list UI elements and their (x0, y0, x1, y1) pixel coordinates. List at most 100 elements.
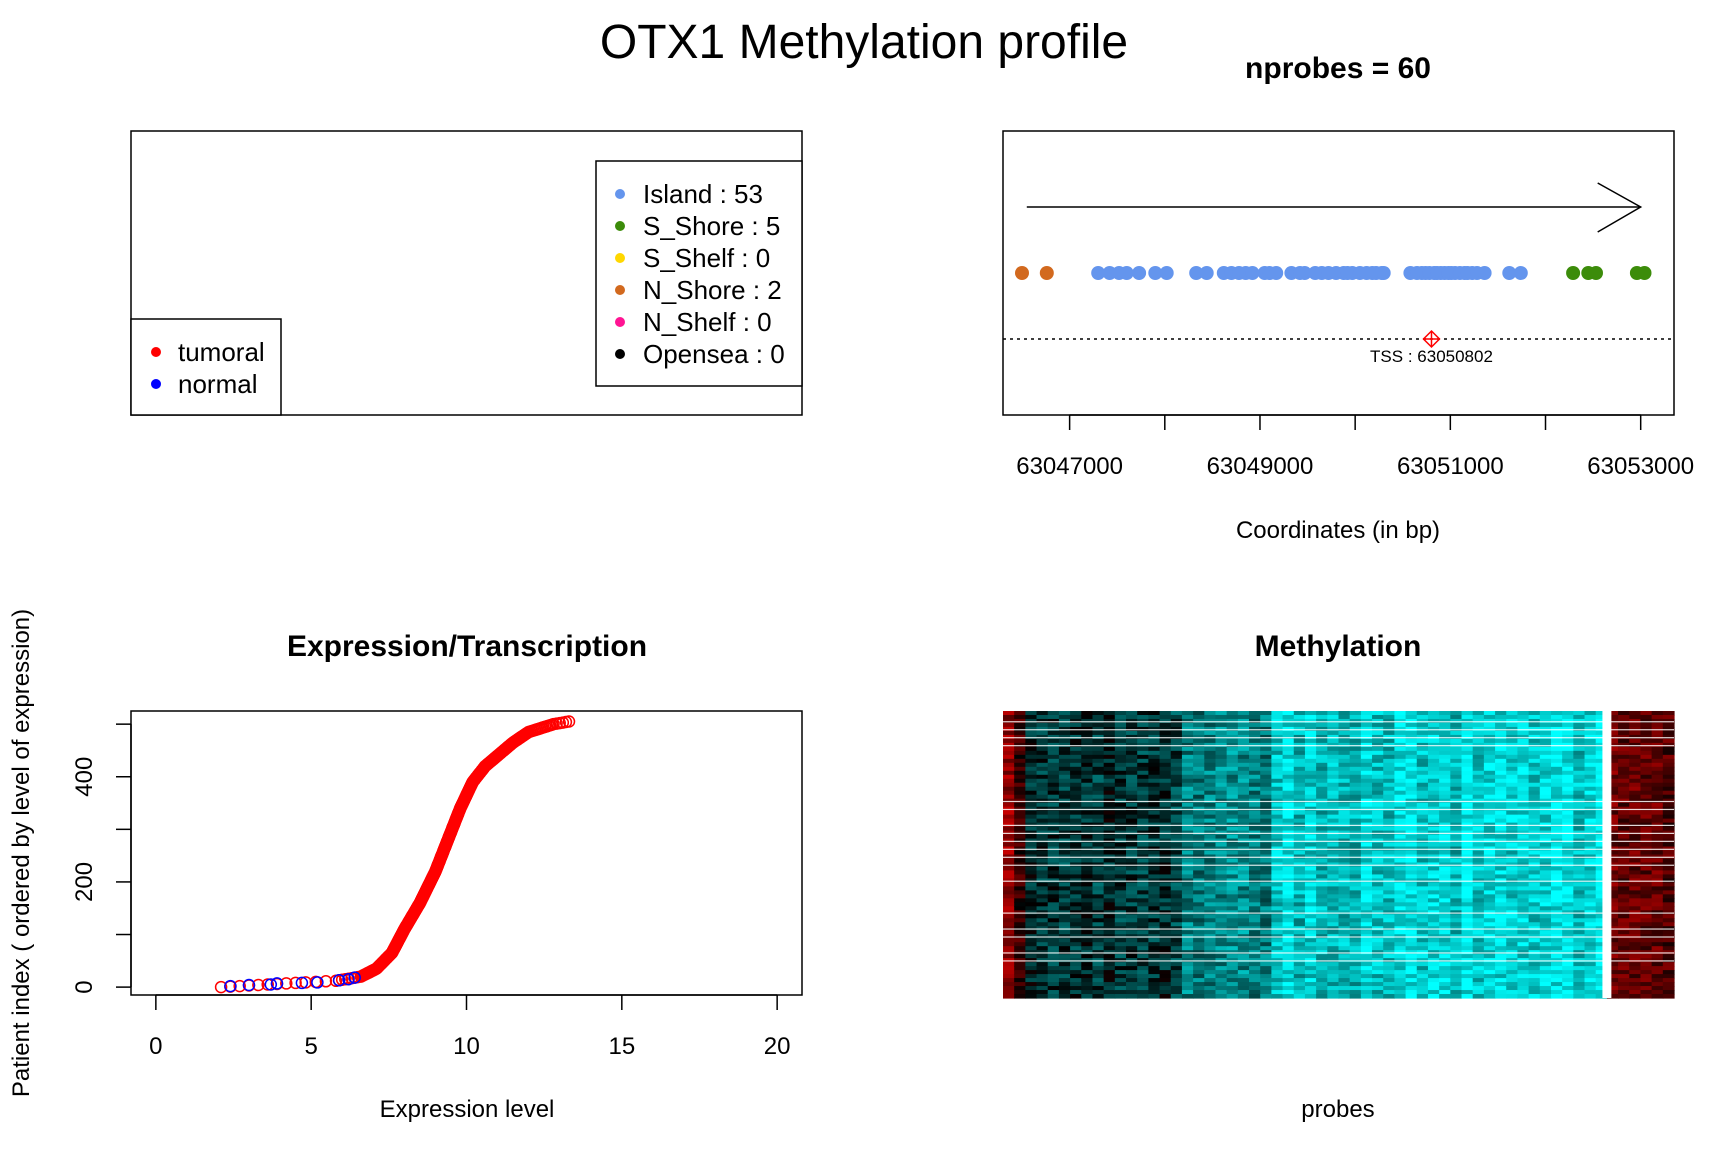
heatmap-cell-p29-r32 (1316, 834, 1328, 840)
heatmap-cell-p47-r66 (1517, 970, 1530, 975)
heatmap-cell-p47-r26 (1517, 810, 1530, 816)
heatmap-cell-p16-r45 (1170, 886, 1183, 891)
heatmap-cell-p37-r16 (1405, 770, 1418, 776)
heatmap-cell-p37-r48 (1405, 898, 1418, 903)
heatmap-cell-p50-r40 (1550, 866, 1563, 872)
heatmap-cell-p22-r66 (1237, 970, 1250, 975)
heatmap-cell-p43-r45 (1472, 886, 1485, 891)
heatmap-cell-p25-r15 (1271, 766, 1284, 772)
heatmap-cell-p29-r4 (1316, 722, 1328, 728)
heatmap-cell-p9-r69 (1092, 982, 1105, 987)
heatmap-cell-p58-r15 (1640, 766, 1653, 772)
heatmap-cell-p2-r22 (1014, 794, 1026, 800)
heatmap-cell-p18-r30 (1193, 826, 1205, 832)
heatmap-cell-p20-r20 (1215, 786, 1228, 792)
heatmap-cell-p33-r19 (1360, 782, 1373, 788)
heatmap-row-separator-43 (1003, 880, 1674, 882)
heatmap-cell-p40-r13 (1439, 758, 1451, 764)
heatmap-cell-p38-r6 (1416, 730, 1429, 736)
heatmap-cell-p20-r48 (1215, 898, 1228, 903)
heatmap-cell-p42-r1 (1461, 711, 1474, 716)
heatmap-cell-p55-r10 (1606, 746, 1619, 752)
heatmap-cell-p58-r62 (1640, 954, 1653, 959)
heatmap-cell-p19-r11 (1204, 750, 1217, 756)
heatmap-cell-p6-r19 (1058, 782, 1071, 788)
heatmap-cell-p52-r65 (1573, 966, 1586, 971)
heatmap-cell-p58-r8 (1640, 738, 1653, 744)
heatmap-cell-p14-r34 (1148, 842, 1161, 848)
heatmap-cell-p28-r28 (1304, 818, 1317, 824)
heatmap-cell-p43-r42 (1472, 874, 1485, 880)
heatmap-cell-p56-r30 (1618, 826, 1630, 832)
heatmap-cell-p11-r50 (1114, 906, 1127, 911)
heatmap-cell-p20-r26 (1215, 810, 1228, 816)
heatmap-cell-p43-r4 (1472, 722, 1485, 728)
heatmap-cell-p7-r38 (1070, 858, 1082, 864)
expression-y-tick-label-3: 400 (71, 757, 98, 797)
heatmap-cell-p5-r44 (1047, 882, 1060, 887)
heatmap-cell-p45-r48 (1495, 898, 1507, 903)
heatmap-cell-p49-r46 (1539, 890, 1552, 895)
heatmap-cell-p15-r24 (1159, 802, 1172, 808)
heatmap-cell-p7-r12 (1070, 754, 1082, 760)
heatmap-cell-p28-r62 (1304, 954, 1317, 959)
heatmap-cell-p5-r16 (1047, 770, 1060, 776)
heatmap-cell-p40-r54 (1439, 922, 1451, 927)
heatmap-cell-p34-r26 (1372, 810, 1384, 816)
heatmap-cell-p3-r32 (1025, 834, 1038, 840)
heatmap-cell-p10-r71 (1103, 990, 1116, 995)
heatmap-cell-p40-r46 (1439, 890, 1451, 895)
heatmap-cell-p47-r1 (1517, 711, 1530, 716)
heatmap-cell-p3-r56 (1025, 930, 1038, 935)
heatmap-cell-p51-r68 (1562, 978, 1574, 983)
heatmap-cell-p33-r15 (1360, 766, 1373, 772)
heatmap-cell-p38-r8 (1416, 738, 1429, 744)
heatmap-cell-p22-r19 (1237, 782, 1250, 788)
heatmap-cell-p40-r49 (1439, 902, 1451, 907)
heatmap-cell-p3-r16 (1025, 770, 1038, 776)
heatmap-cell-p3-r15 (1025, 766, 1038, 772)
heatmap-cell-p37-r67 (1405, 974, 1418, 979)
heatmap-cell-p44-r34 (1483, 842, 1496, 848)
heatmap-cell-p53-r49 (1584, 902, 1597, 907)
heatmap-cell-p17-r10 (1181, 746, 1194, 752)
heatmap-cell-p28-r38 (1304, 858, 1317, 864)
heatmap-cell-p8-r65 (1081, 966, 1094, 971)
heatmap-cell-p4-r44 (1036, 882, 1049, 887)
heatmap-cell-p42-r44 (1461, 882, 1474, 887)
heatmap-cell-p19-r17 (1204, 774, 1217, 780)
heatmap-cell-p16-r15 (1170, 766, 1183, 772)
heatmap-cell-p20-r72 (1215, 994, 1228, 999)
heatmap-cell-p8-r45 (1081, 886, 1094, 891)
heatmap-cell-p31-r42 (1338, 874, 1351, 880)
heatmap-cell-p26-r1 (1282, 711, 1295, 716)
heatmap-cell-p41-r50 (1450, 906, 1463, 911)
heatmap-cell-p6-r60 (1058, 946, 1071, 951)
heatmap-cell-p49-r45 (1539, 886, 1552, 891)
heatmap-cell-p5-r65 (1047, 966, 1060, 971)
heatmap-cell-p22-r56 (1237, 930, 1250, 935)
heatmap-cell-p23-r20 (1249, 786, 1261, 792)
heatmap-cell-p53-r56 (1584, 930, 1597, 935)
heatmap-cell-p25-r22 (1271, 794, 1284, 800)
heatmap-cell-p49-r1 (1539, 711, 1552, 716)
heatmap-cell-p57-r26 (1629, 810, 1642, 816)
heatmap-cell-p28-r36 (1304, 850, 1317, 856)
heatmap-cell-p34-r65 (1372, 966, 1384, 971)
heatmap-cell-p43-r60 (1472, 946, 1485, 951)
heatmap-cell-p45-r45 (1495, 886, 1507, 891)
heatmap-cell-p49-r66 (1539, 970, 1552, 975)
heatmap-cell-p27-r54 (1293, 922, 1306, 927)
heatmap-cell-p26-r66 (1282, 970, 1295, 975)
heatmap-cell-p41-r21 (1450, 790, 1463, 796)
heatmap-cell-p53-r8 (1584, 738, 1597, 744)
heatmap-cell-p2-r21 (1014, 790, 1026, 796)
heatmap-cell-p33-r64 (1360, 962, 1373, 967)
heatmap-cell-p18-r48 (1193, 898, 1205, 903)
heatmap-cell-p19-r62 (1204, 954, 1217, 959)
heatmap-cell-p2-r13 (1014, 758, 1026, 764)
heatmap-cell-p52-r12 (1573, 754, 1586, 760)
heatmap-cell-p42-r71 (1461, 990, 1474, 995)
heatmap-cell-p17-r59 (1181, 942, 1194, 947)
heatmap-cell-p18-r2 (1193, 714, 1205, 720)
